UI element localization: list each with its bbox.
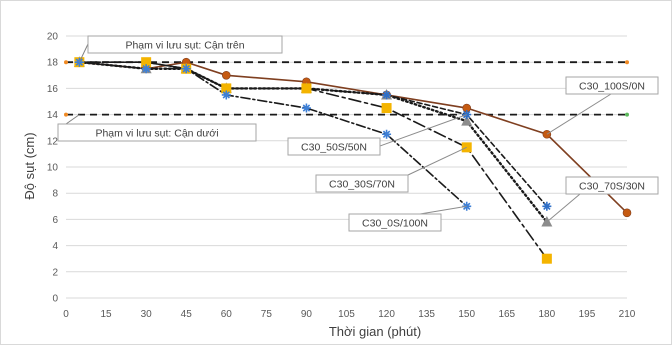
x-tick-label: 30	[141, 309, 153, 320]
data-point	[461, 115, 473, 126]
series-label: C30_0S/100N	[362, 218, 428, 230]
reference-line-marker	[64, 60, 68, 65]
series-group	[73, 56, 632, 264]
reference-label-box	[87, 35, 283, 54]
x-tick-label: 180	[539, 309, 556, 320]
x-tick-label: 120	[378, 309, 395, 320]
series-label-leader	[379, 114, 467, 147]
data-point	[141, 64, 151, 74]
data-point	[221, 90, 231, 100]
series-label-box	[565, 176, 659, 195]
y-axis-title: Độ sụt (cm)	[22, 132, 37, 199]
x-tick-label: 210	[619, 309, 636, 320]
y-tick-label: 0	[52, 294, 58, 305]
series-label: C30_100S/0N	[579, 81, 645, 93]
reference-line-marker	[625, 112, 629, 117]
series-label-box	[565, 76, 659, 95]
data-point	[541, 216, 553, 227]
reference-line-marker	[625, 60, 629, 65]
x-tick-label: 45	[181, 309, 193, 320]
data-point	[221, 71, 231, 80]
series-label: C30_30S/70N	[329, 179, 395, 191]
annotations: Phạm vi lưu sụt: Cận trên Phạm vi lưu sụt…	[57, 35, 659, 232]
series-label-box	[348, 213, 442, 232]
series-label-leader	[546, 93, 612, 135]
data-point	[622, 208, 632, 218]
data-point	[181, 64, 191, 74]
data-point	[301, 103, 311, 113]
data-point	[382, 129, 392, 139]
axes: 0 2 4 6 8 10 12 14 16 18 20 0 15 30 45 60 75 90 105 120 135 1…	[47, 32, 636, 321]
x-tick-label: 75	[261, 309, 273, 320]
x-tick-label: 60	[221, 309, 233, 320]
reference-line-marker	[64, 112, 68, 117]
x-tick-label: 90	[301, 309, 313, 320]
y-tick-label: 18	[47, 58, 59, 69]
y-tick-label: 6	[52, 215, 58, 226]
x-tick-label: 105	[338, 309, 355, 320]
data-point	[74, 57, 84, 67]
y-tick-label: 16	[47, 84, 59, 95]
y-tick-label: 2	[52, 267, 58, 278]
data-point	[381, 103, 392, 114]
series-label-leader	[546, 193, 581, 223]
data-point	[141, 57, 152, 68]
series-label: C30_50S/50N	[301, 142, 367, 154]
x-tick-label: 135	[418, 309, 435, 320]
series-label-box	[315, 174, 409, 193]
data-point	[542, 201, 552, 211]
reference-label: Phạm vi lưu sụt: Cận dưới	[95, 128, 218, 140]
data-point	[221, 83, 232, 94]
reference-label-box	[57, 123, 257, 142]
y-tick-label: 4	[52, 241, 58, 252]
x-axis-title: Thời gian (phút)	[329, 324, 421, 339]
series-line	[78, 61, 548, 260]
y-tick-label: 8	[52, 189, 58, 200]
data-point	[382, 90, 392, 100]
data-point	[541, 253, 552, 264]
series-label-box	[287, 137, 381, 156]
series-label: C30_70S/30N	[579, 181, 645, 193]
y-tick-label: 10	[47, 163, 59, 174]
y-tick-label: 12	[47, 136, 59, 147]
data-point	[301, 83, 312, 94]
y-tick-label: 20	[47, 32, 59, 43]
x-tick-label: 150	[458, 309, 475, 320]
x-tick-label: 165	[498, 309, 515, 320]
x-tick-label: 195	[579, 309, 596, 320]
reference-label-leader	[65, 114, 80, 125]
y-tick-label: 14	[47, 110, 59, 121]
series-label-leader	[419, 205, 467, 215]
reference-label: Phạm vi lưu sụt: Cận trên	[125, 40, 244, 52]
x-tick-label: 0	[63, 309, 69, 320]
series-label-leader	[407, 146, 467, 176]
x-tick-label: 15	[101, 309, 113, 320]
reference-lines	[64, 60, 629, 117]
reference-label-leader	[78, 43, 89, 63]
